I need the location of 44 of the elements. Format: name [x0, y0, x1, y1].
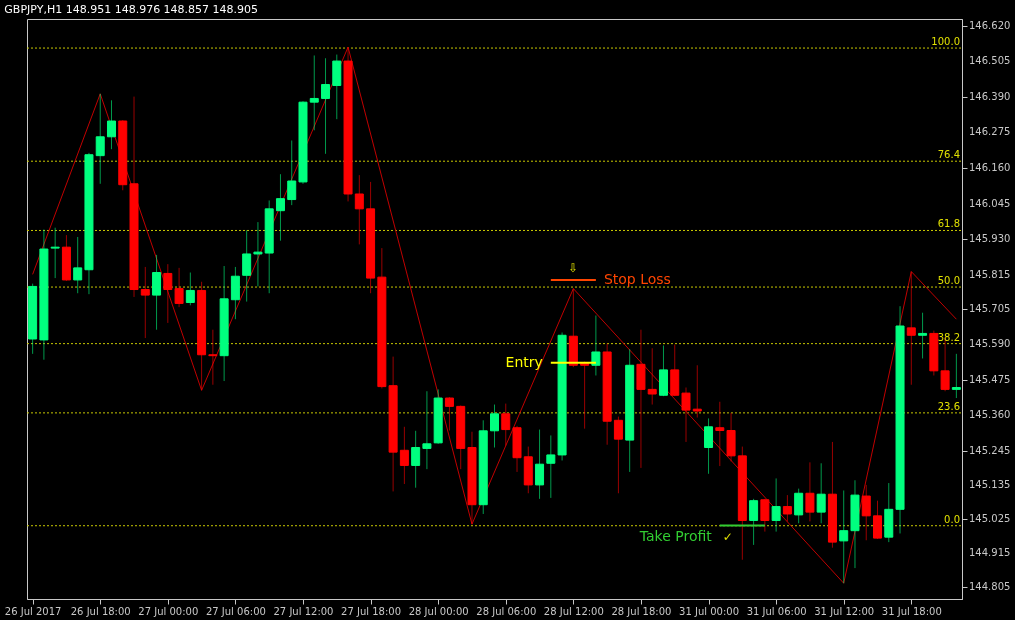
annotation: 23.6	[937, 400, 960, 412]
y-tick-label: 145.135	[969, 478, 1011, 490]
x-tick-label: 27 Jul 06:00	[205, 605, 266, 617]
y-tick-label: 146.160	[969, 162, 1011, 174]
x-tick-label: 31 Jul 12:00	[814, 605, 875, 617]
y-tick-label: 146.045	[969, 197, 1011, 209]
y-tick-label: 145.360	[969, 409, 1011, 421]
y-tick-label: 145.475	[969, 373, 1011, 385]
annotation: ⇩	[568, 260, 579, 275]
y-tick-label: 145.245	[969, 444, 1011, 456]
series-label: Entry	[505, 353, 543, 370]
series-label: Stop Loss	[603, 270, 671, 287]
chart-title: GBPJPY,H1 148.951 148.976 148.857 148.905	[4, 3, 259, 16]
x-tick-label: 28 Jul 18:00	[611, 605, 672, 617]
y-tick-label: 146.620	[969, 19, 1011, 31]
x-tick-label: 27 Jul 00:00	[138, 605, 199, 617]
y-tick-label: 146.390	[969, 90, 1011, 102]
y-tick-label: 144.805	[969, 580, 1011, 592]
x-tick-label: 27 Jul 12:00	[273, 605, 334, 617]
x-tick-label: 26 Jul 2017	[4, 605, 62, 617]
x-tick-label: 26 Jul 18:00	[70, 605, 131, 617]
annotation: 0.0	[944, 513, 960, 525]
annotation: 100.0	[931, 36, 960, 48]
y-tick-label: 146.275	[969, 126, 1011, 138]
x-tick-label: 31 Jul 18:00	[881, 605, 942, 617]
y-tick-label: 145.705	[969, 302, 1011, 314]
x-tick-label: 27 Jul 18:00	[341, 605, 402, 617]
annotation: 76.4	[937, 149, 960, 161]
x-tick-label: 31 Jul 00:00	[679, 605, 740, 617]
y-tick-label: 145.815	[969, 268, 1011, 280]
x-tick-label: 28 Jul 12:00	[543, 605, 604, 617]
annotation: ✓	[722, 530, 733, 545]
y-tick-label: 145.590	[969, 338, 1011, 350]
y-tick-label: 146.505	[969, 55, 1011, 67]
x-tick-label: 28 Jul 06:00	[476, 605, 537, 617]
y-tick-label: 145.025	[969, 512, 1011, 524]
series-label: Take Profit	[638, 528, 713, 545]
annotation: 61.8	[937, 218, 960, 230]
annotation: 38.2	[937, 331, 960, 343]
y-tick-label: 144.915	[969, 546, 1011, 558]
y-tick-label: 145.930	[969, 233, 1011, 245]
x-tick-label: 28 Jul 00:00	[408, 605, 469, 617]
annotation: 50.0	[937, 275, 960, 287]
x-tick-label: 31 Jul 06:00	[746, 605, 807, 617]
